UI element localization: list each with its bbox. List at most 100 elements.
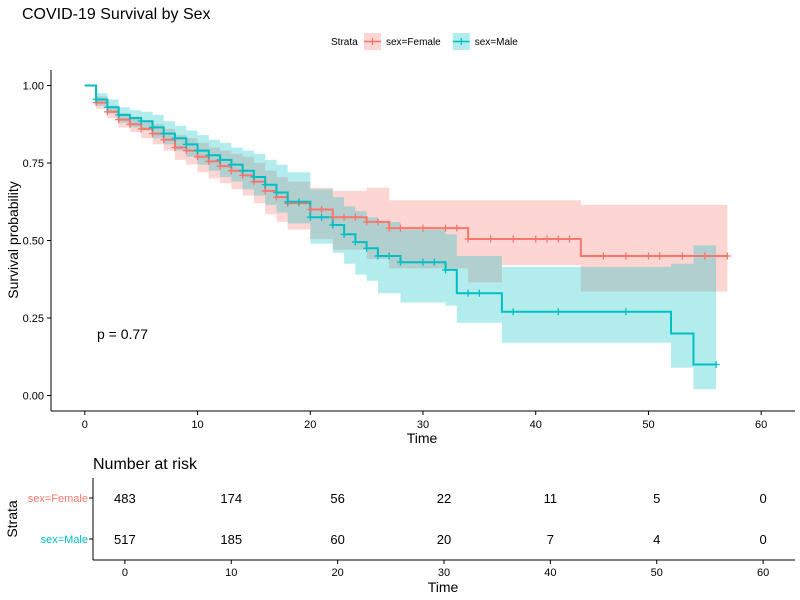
x-tick-label: 30 xyxy=(417,419,429,431)
censor-mark-sex-female xyxy=(160,136,168,144)
censor-mark-sex-male xyxy=(194,147,202,155)
risk-x-tick-label: 40 xyxy=(544,567,556,579)
censor-mark-sex-male xyxy=(148,123,156,131)
x-axis-title: Time xyxy=(407,430,438,446)
risk-x-tick-label: 50 xyxy=(651,567,663,579)
censor-mark-sex-male xyxy=(295,198,303,206)
censor-mark-sex-male xyxy=(171,134,179,142)
censor-mark-sex-female xyxy=(306,206,314,213)
risk-table-y-title: Strata xyxy=(4,500,20,538)
risk-count-sex-female: 5 xyxy=(653,491,660,506)
risk-count-sex-male: 20 xyxy=(437,532,451,547)
censor-mark-sex-male xyxy=(385,252,393,260)
censor-mark-sex-female xyxy=(205,157,213,165)
y-tick-label: 1.00 xyxy=(23,81,44,93)
censor-mark-sex-male xyxy=(318,213,326,221)
censor-mark-sex-female xyxy=(194,153,202,161)
censor-mark-sex-female xyxy=(171,144,179,151)
legend-item-sex-female: sex=Female xyxy=(364,33,441,50)
risk-row-label-sex-male: sex=Male xyxy=(41,534,88,546)
risk-count-sex-male: 0 xyxy=(759,532,766,547)
censor-mark-sex-male xyxy=(92,95,100,103)
censor-mark-sex-female xyxy=(227,167,235,175)
censor-mark-sex-male xyxy=(160,130,168,138)
censor-mark-sex-female xyxy=(487,235,495,243)
x-tick-label: 10 xyxy=(191,419,203,431)
risk-count-sex-female: 56 xyxy=(330,491,344,506)
legend-title: Strata xyxy=(331,37,358,48)
censor-mark-sex-female xyxy=(622,252,630,260)
censor-mark-sex-male xyxy=(216,156,224,164)
legend: Strata sex=Female sex=Male xyxy=(331,33,518,50)
risk-count-sex-female: 174 xyxy=(220,491,242,506)
censor-mark-sex-female xyxy=(453,224,461,232)
censor-mark-sex-male xyxy=(205,151,213,159)
censor-mark-sex-female xyxy=(351,213,359,221)
censor-mark-sex-female xyxy=(419,224,427,232)
censor-mark-sex-male xyxy=(340,230,348,238)
censor-mark-sex-male xyxy=(239,167,247,175)
censor-mark-sex-female xyxy=(723,252,731,260)
censor-mark-sex-female xyxy=(509,235,517,243)
risk-table-x-title: Time xyxy=(428,579,459,595)
risk-x-tick-label: 30 xyxy=(438,567,450,579)
censor-mark-sex-male xyxy=(396,258,404,266)
risk-row-label-sex-female: sex=Female xyxy=(28,493,88,505)
y-tick-label: 0.75 xyxy=(23,158,44,170)
censor-mark-sex-female xyxy=(261,187,269,195)
legend-label-sex-female: sex=Female xyxy=(386,37,441,48)
censor-mark-sex-female xyxy=(656,252,664,260)
censor-mark-sex-female xyxy=(554,235,562,243)
censor-mark-sex-female xyxy=(442,224,450,232)
risk-table: Number at risk Strata sex=Female 483 174 56… xyxy=(4,456,795,595)
censor-mark-sex-female xyxy=(532,235,540,243)
y-tick-label: 0.00 xyxy=(23,391,44,403)
censor-mark-sex-male xyxy=(115,111,123,119)
censor-mark-sex-female xyxy=(318,206,326,213)
censor-mark-sex-male xyxy=(374,252,382,260)
censor-mark-sex-female xyxy=(374,218,382,226)
censor-mark-sex-male xyxy=(363,244,371,252)
risk-count-sex-female: 483 xyxy=(114,491,136,506)
main-axes: 0.00 0.25 0.50 0.75 1.00 0 10 20 30 40 50 60 xyxy=(23,70,795,431)
x-tick-label: 0 xyxy=(82,419,88,431)
censor-mark-sex-female xyxy=(396,224,404,232)
plot-area xyxy=(84,84,731,390)
censor-mark-sex-male xyxy=(137,117,145,125)
x-tick-label: 40 xyxy=(530,419,542,431)
censor-mark-sex-male xyxy=(464,289,472,297)
risk-count-sex-male: 4 xyxy=(653,532,660,547)
censor-mark-sex-female xyxy=(137,125,145,133)
censor-mark-sex-female xyxy=(148,130,156,138)
censor-mark-sex-female xyxy=(385,224,393,232)
censor-mark-sex-male xyxy=(272,188,280,196)
risk-count-sex-male: 60 xyxy=(330,532,344,547)
censor-mark-sex-male xyxy=(430,258,438,266)
risk-x-tick-label: 60 xyxy=(757,567,769,579)
legend-item-sex-male: sex=Male xyxy=(452,33,519,50)
censor-mark-sex-male xyxy=(419,258,427,266)
censor-mark-sex-male xyxy=(306,213,314,221)
censor-mark-sex-male xyxy=(351,238,359,246)
risk-x-tick-label: 10 xyxy=(225,567,237,579)
y-tick-label: 0.25 xyxy=(23,313,44,325)
x-tick-label: 60 xyxy=(755,419,767,431)
x-tick-label: 50 xyxy=(642,419,654,431)
censor-mark-sex-male xyxy=(227,161,235,169)
censor-mark-sex-male xyxy=(509,308,517,316)
legend-label-sex-male: sex=Male xyxy=(475,37,519,48)
censor-mark-sex-female xyxy=(599,252,607,260)
censor-mark-sex-male xyxy=(182,140,190,148)
censor-mark-sex-male xyxy=(261,181,269,189)
risk-table-title: Number at risk xyxy=(93,456,198,473)
y-tick-label: 0.50 xyxy=(23,236,44,248)
ci-band-sex-female xyxy=(84,85,728,292)
censor-mark-sex-male xyxy=(554,308,562,316)
censor-mark-sex-female xyxy=(363,218,371,226)
risk-count-sex-female: 0 xyxy=(759,491,766,506)
censor-mark-sex-female xyxy=(464,235,472,243)
censor-mark-sex-female xyxy=(329,213,337,221)
censor-mark-sex-male xyxy=(712,361,720,368)
censor-mark-sex-female xyxy=(566,235,574,243)
